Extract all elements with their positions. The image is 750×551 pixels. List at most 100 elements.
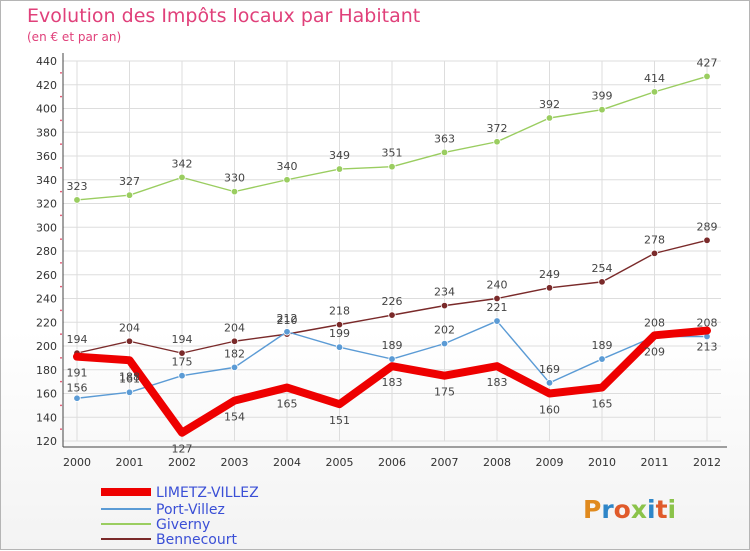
- axis-minor-tick: [60, 71, 62, 74]
- x-tick-label: 2002: [168, 456, 196, 469]
- data-point: [125, 191, 134, 199]
- y-tick-label: 140: [36, 411, 57, 424]
- data-label: 208: [644, 317, 665, 330]
- data-point: [73, 196, 81, 204]
- chart-subtitle: (en € et par an): [27, 30, 122, 44]
- data-label: 160: [539, 404, 560, 417]
- data-label: 349: [329, 149, 350, 162]
- data-label: 218: [329, 305, 350, 318]
- axis-minor-tick: [60, 95, 62, 98]
- data-label: 342: [172, 157, 193, 170]
- axis-minor-tick: [60, 143, 62, 146]
- data-label: 249: [539, 268, 560, 281]
- data-point: [335, 343, 344, 351]
- data-label: 175: [172, 356, 193, 369]
- data-label: 199: [329, 327, 350, 340]
- x-tick-label: 2007: [431, 456, 459, 469]
- data-label: 254: [592, 262, 613, 275]
- y-tick-label: 260: [36, 269, 57, 282]
- x-tick-label: 2003: [221, 456, 249, 469]
- data-point: [335, 320, 344, 329]
- data-point: [125, 337, 134, 345]
- y-tick-label: 440: [36, 55, 57, 68]
- axis-minor-tick: [60, 238, 62, 241]
- legend-label: Port-Villez: [156, 502, 225, 518]
- data-point: [388, 355, 396, 363]
- y-tick-label: 360: [36, 150, 57, 163]
- data-point: [440, 148, 449, 157]
- data-label: 183: [487, 376, 508, 389]
- axis-minor-tick: [60, 380, 62, 383]
- x-tick-label: 2004: [273, 456, 301, 469]
- data-point: [125, 388, 134, 397]
- x-tick-label: 2008: [483, 456, 511, 469]
- proxiti-logo: Proxiti: [583, 495, 676, 524]
- axis-minor-tick: [60, 261, 62, 264]
- y-tick-label: 240: [36, 293, 57, 306]
- data-point: [73, 394, 81, 402]
- data-label: 363: [434, 132, 455, 145]
- data-label: 323: [67, 180, 88, 193]
- data-label: 289: [697, 220, 718, 233]
- data-point: [388, 162, 396, 171]
- data-label: 189: [592, 339, 613, 352]
- data-label: 372: [487, 122, 508, 135]
- data-label: 156: [67, 381, 88, 394]
- y-tick-label: 300: [36, 221, 57, 234]
- axis-minor-tick: [60, 333, 62, 336]
- data-label: 427: [697, 56, 718, 69]
- legend-label: LIMETZ-VILLEZ: [156, 485, 259, 501]
- data-label: 414: [644, 72, 665, 85]
- data-label: 194: [172, 333, 193, 346]
- data-label: 127: [172, 443, 193, 456]
- data-label: 392: [539, 98, 560, 111]
- data-label: 194: [67, 333, 88, 346]
- legend-label: Giverny: [156, 517, 210, 533]
- y-tick-label: 200: [36, 340, 57, 353]
- y-tick-label: 180: [36, 364, 57, 377]
- y-tick-label: 380: [36, 126, 57, 139]
- axis-minor-tick: [60, 166, 62, 169]
- data-point: [545, 379, 554, 387]
- data-label: 161: [119, 372, 140, 385]
- axis-minor-tick: [60, 285, 62, 288]
- data-label: 351: [382, 147, 403, 160]
- axis-minor-tick: [60, 404, 62, 407]
- data-point: [440, 339, 449, 348]
- data-label: 208: [697, 317, 718, 330]
- data-label: 234: [434, 286, 455, 299]
- series-line-limetz-villez: [73, 326, 711, 437]
- data-point: [178, 371, 186, 380]
- data-label: 202: [434, 324, 455, 337]
- data-label: 226: [382, 295, 403, 308]
- y-tick-label: 340: [36, 174, 57, 187]
- data-label: 182: [224, 347, 245, 360]
- data-point: [388, 311, 396, 319]
- data-point: [230, 337, 239, 345]
- data-label: 204: [224, 321, 245, 334]
- y-tick-label: 320: [36, 198, 57, 211]
- data-label: 169: [539, 363, 560, 376]
- data-point: [283, 176, 291, 184]
- data-label: 210: [277, 314, 298, 327]
- axis-minor-tick: [60, 428, 62, 431]
- y-tick-label: 160: [36, 388, 57, 401]
- data-label: 212: [277, 312, 298, 325]
- data-label: 165: [277, 398, 298, 411]
- y-tick-label: 220: [36, 316, 57, 329]
- data-label: 340: [277, 160, 298, 173]
- data-point: [335, 165, 344, 173]
- data-point: [598, 278, 606, 286]
- y-tick-label: 420: [36, 79, 57, 92]
- data-point: [703, 72, 711, 81]
- data-point: [545, 284, 554, 292]
- y-tick-label: 280: [36, 245, 57, 258]
- legend-label: Bennecourt: [156, 532, 237, 548]
- data-point: [545, 114, 554, 122]
- data-label: 330: [224, 172, 245, 185]
- x-tick-label: 2009: [536, 456, 564, 469]
- y-tick-label: 120: [36, 435, 57, 448]
- x-tick-label: 2012: [693, 456, 721, 469]
- data-point: [650, 249, 659, 258]
